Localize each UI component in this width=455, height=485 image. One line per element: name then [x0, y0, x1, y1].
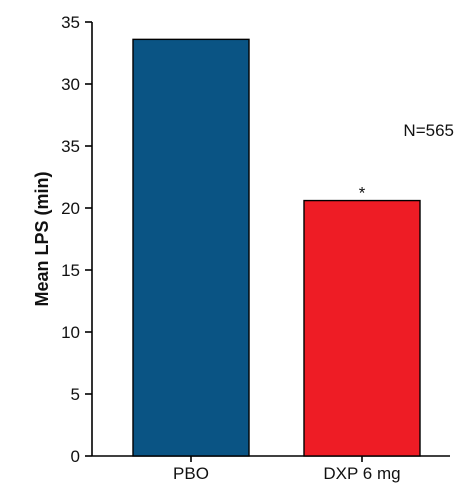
category-labels: PBO DXP 6 mg [173, 456, 401, 483]
bar-1 [303, 199, 421, 457]
y-axis-label: Mean LPS (min) [32, 171, 52, 306]
bar-0 [132, 38, 250, 457]
y-tick-label: 35 [61, 137, 80, 156]
category-label-0: PBO [173, 464, 209, 483]
category-label-1: DXP 6 mg [323, 464, 400, 483]
n-annotation: N=565 [403, 121, 454, 140]
y-ticks: 0 5 10 15 20 35 30 35 [61, 13, 92, 466]
y-tick-label: 15 [61, 261, 80, 280]
significance-marker: * [359, 184, 366, 203]
y-tick-label: 20 [61, 199, 80, 218]
bars [132, 38, 421, 457]
y-tick-label: 10 [61, 323, 80, 342]
y-tick-label: 5 [71, 385, 80, 404]
y-tick-label: 30 [61, 75, 80, 94]
y-tick-label: 35 [61, 13, 80, 32]
y-tick-label: 0 [71, 447, 80, 466]
